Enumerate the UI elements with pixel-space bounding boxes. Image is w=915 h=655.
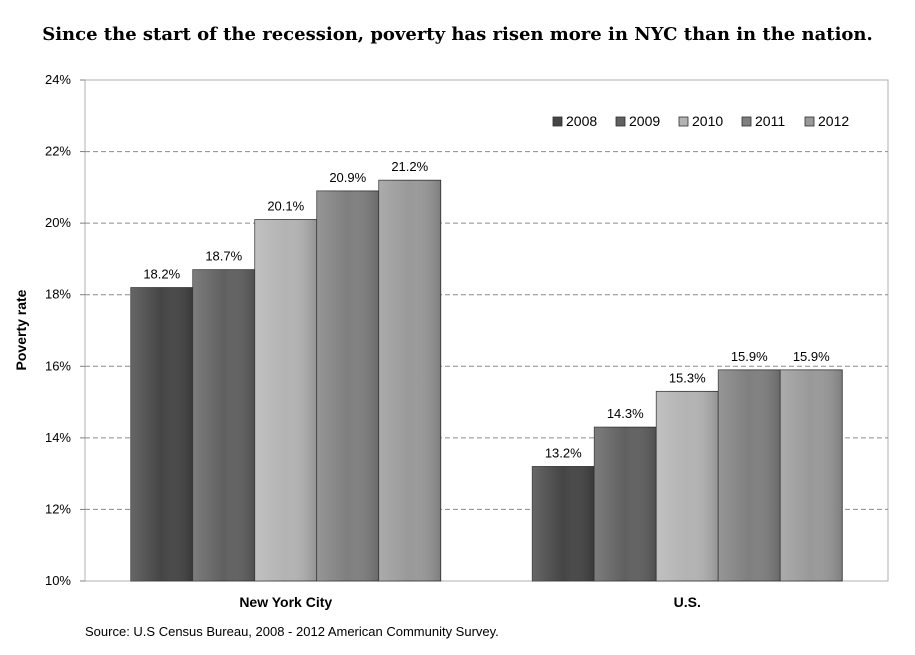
legend-swatch <box>804 116 815 127</box>
y-axis: 10% 12% 14% 16% 18% 20% 22% 24% <box>45 72 85 588</box>
y-axis-label: Poverty rate <box>13 289 29 370</box>
bar-shading <box>656 391 719 581</box>
y-tick-label: 22% <box>45 144 71 159</box>
legend-swatch <box>741 116 752 127</box>
legend-label: 2012 <box>818 113 849 129</box>
legend-swatch <box>615 116 626 127</box>
bar-shading <box>192 269 255 581</box>
bar-shading <box>780 369 843 581</box>
bar-shading <box>718 369 781 581</box>
data-label: 13.2% <box>545 445 582 460</box>
data-label: 20.1% <box>267 199 304 214</box>
legend-label: 2009 <box>629 113 660 129</box>
bar-shading <box>594 427 657 581</box>
data-label: 15.9% <box>731 349 768 364</box>
legend-swatch <box>552 116 563 127</box>
data-label: 18.2% <box>143 267 180 282</box>
x-category-label: New York City <box>239 594 332 610</box>
bar-shading <box>316 190 379 581</box>
bar-shading <box>130 287 193 581</box>
legend-label: 2011 <box>755 113 785 129</box>
bar-shading <box>532 466 595 581</box>
bar-shading <box>254 219 317 582</box>
bar-shading <box>378 180 441 581</box>
y-tick-label: 16% <box>45 358 71 373</box>
y-tick-label: 12% <box>45 501 71 516</box>
y-tick-label: 24% <box>45 72 71 87</box>
data-labels: 18.2% 18.7% 20.1% 20.9% 21.2% 13.2% 14.3% 15.3%… <box>143 159 830 460</box>
data-label: 14.3% <box>607 406 644 421</box>
legend-label: 2010 <box>692 113 723 129</box>
data-label: 20.9% <box>329 170 366 185</box>
bars <box>130 179 843 582</box>
gridlines <box>85 151 888 510</box>
y-tick-label: 14% <box>45 430 71 445</box>
chart-title: Since the start of the recession, povert… <box>42 24 873 45</box>
y-tick-label: 10% <box>45 573 71 588</box>
legend-swatch <box>678 116 689 127</box>
data-label: 15.9% <box>793 349 830 364</box>
data-label: 21.2% <box>391 159 428 174</box>
y-tick-label: 18% <box>45 287 71 302</box>
x-axis: New York City U.S. <box>239 594 701 610</box>
x-category-label: U.S. <box>674 594 701 610</box>
data-label: 18.7% <box>205 249 242 264</box>
source-note: Source: U.S Census Bureau, 2008 - 2012 A… <box>85 624 499 639</box>
legend: 2008 2009 2010 2011 2012 <box>552 113 849 129</box>
data-label: 15.3% <box>669 370 706 385</box>
y-tick-label: 20% <box>45 215 71 230</box>
legend-label: 2008 <box>566 113 597 129</box>
